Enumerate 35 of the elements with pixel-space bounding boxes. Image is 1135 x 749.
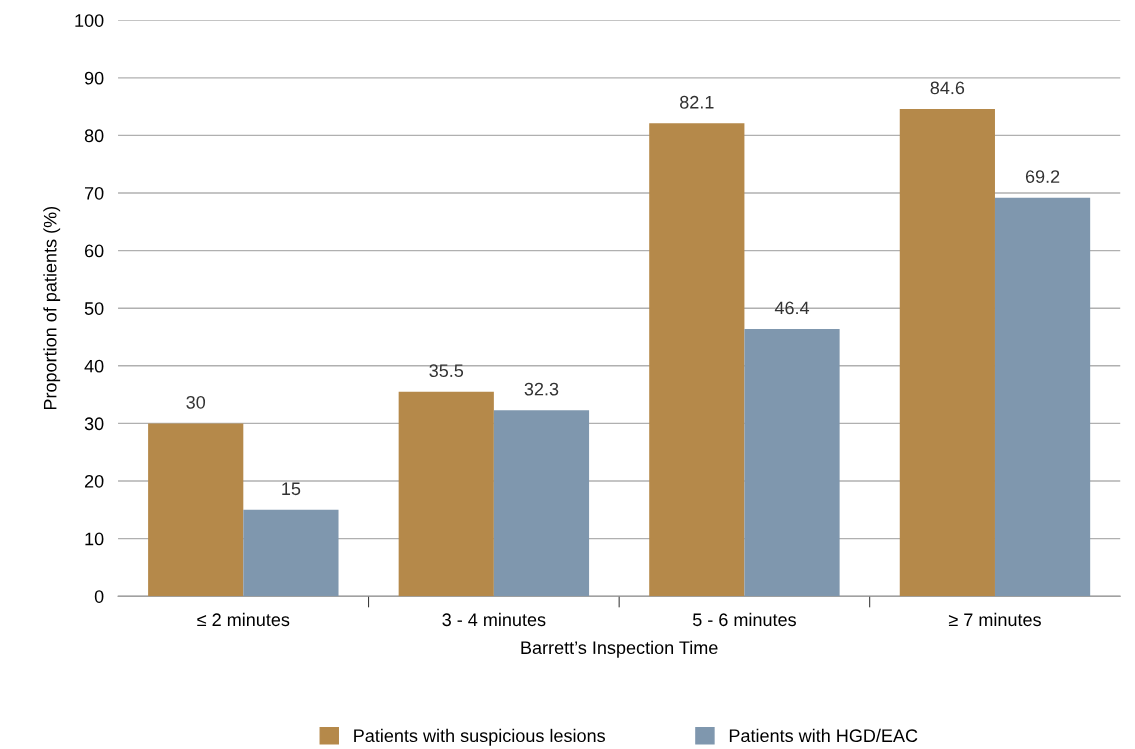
data-label: 46.4 xyxy=(774,301,810,315)
y-tick-label: 40 xyxy=(84,359,104,373)
x-tick-label: 3 - 4 minutes xyxy=(442,612,546,627)
legend-label: Patients with HGD/EAC xyxy=(729,728,918,743)
data-label: 35.5 xyxy=(429,364,464,378)
y-tick-label: 70 xyxy=(85,186,104,200)
y-tick-label: 90 xyxy=(84,71,104,85)
data-label: 32.3 xyxy=(524,382,559,396)
x-tick-label: 5 - 6 minutes xyxy=(692,612,796,627)
bar xyxy=(899,108,995,597)
bar xyxy=(493,410,590,597)
x-tick-label: ≥ 7 minutes xyxy=(948,612,1041,627)
bar xyxy=(649,123,745,597)
y-tick-label: 10 xyxy=(85,532,104,546)
data-label: 82.1 xyxy=(680,95,714,109)
bar xyxy=(744,328,840,597)
y-tick-label: 100 xyxy=(75,14,104,27)
y-tick-label: 60 xyxy=(84,244,104,258)
x-tick-label: ≤ 2 minutes xyxy=(197,612,290,627)
y-tick-label: 0 xyxy=(94,590,104,603)
y-axis-title: Proportion of patients (%) xyxy=(43,206,61,410)
bar xyxy=(398,391,494,597)
x-axis-title: Barrett’s Inspection Time xyxy=(521,640,718,658)
data-label: 84.6 xyxy=(930,81,965,95)
legend-label: Patients with suspicious lesions xyxy=(354,728,605,746)
y-tick-label: 30 xyxy=(84,417,104,431)
y-tick-label: 80 xyxy=(84,129,104,143)
y-tick-label: 50 xyxy=(84,302,104,315)
data-label: 69.2 xyxy=(1025,170,1060,183)
data-label: 15 xyxy=(282,482,301,496)
data-label: 30 xyxy=(186,395,206,409)
bar xyxy=(994,197,1091,597)
bar xyxy=(243,509,339,597)
y-tick-label: 20 xyxy=(84,474,104,488)
bar xyxy=(148,423,244,597)
